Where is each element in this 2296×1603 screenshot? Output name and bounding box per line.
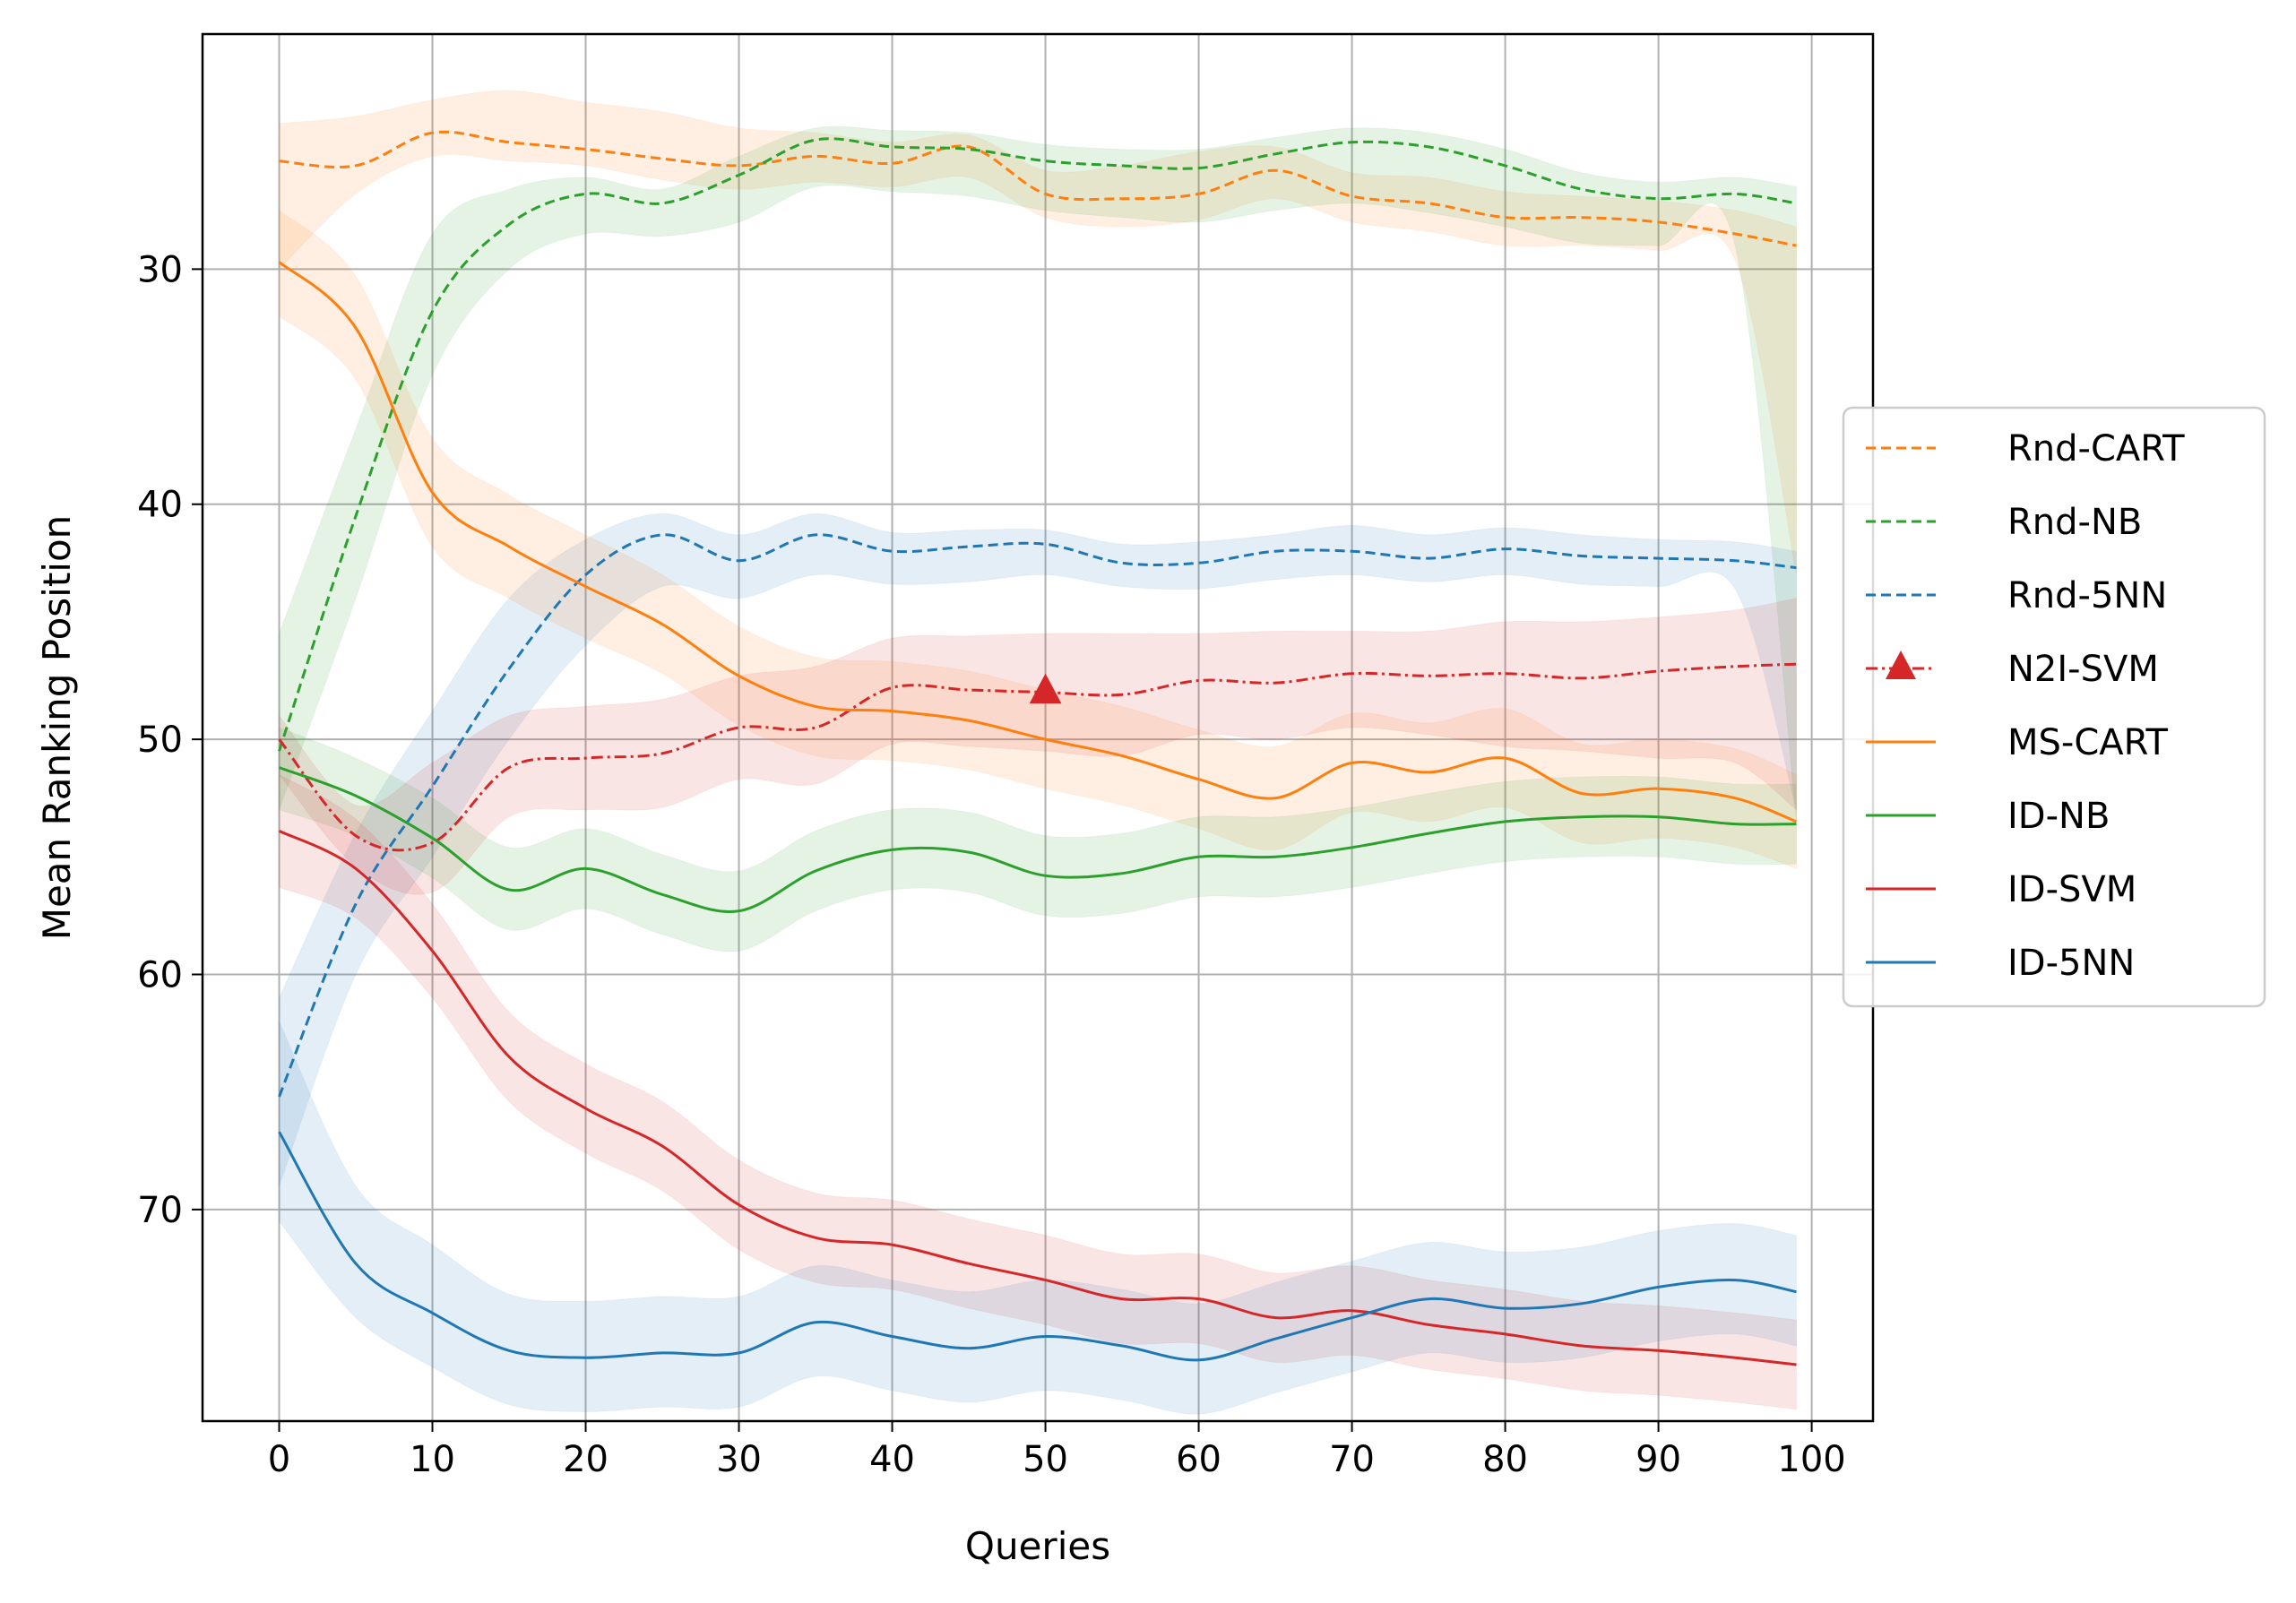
legend-label-rnd-nb: Rnd-NB <box>2007 502 2142 543</box>
legend-box <box>1842 406 2266 1008</box>
line-ms-cart <box>278 261 1798 823</box>
y-tick-label: 50 <box>137 720 183 761</box>
x-tick-label: 0 <box>268 1439 290 1480</box>
legend-label-rnd-cart: Rnd-CART <box>2007 428 2185 470</box>
line-n2i-svm <box>278 662 1797 852</box>
band-id-5nn <box>279 1021 1797 1415</box>
y-tick-label: 40 <box>137 485 183 526</box>
x-tick-label: 20 <box>563 1439 609 1480</box>
x-tick-label: 90 <box>1636 1439 1681 1480</box>
series-lines <box>278 130 1798 1366</box>
band-rnd-5nn <box>279 513 1797 1186</box>
legend-marker-n2i-svm <box>1886 651 1916 679</box>
band-rnd-cart <box>279 90 1797 575</box>
x-tick-label: 40 <box>869 1439 915 1480</box>
y-tick-label: 60 <box>137 954 183 995</box>
band-rnd-nb <box>279 125 1797 822</box>
x-axis-label: Queries <box>965 1524 1110 1568</box>
x-tick-label: 80 <box>1482 1439 1528 1480</box>
axis-ticks: 0 10 20 30 40 50 60 70 80 90 100 30 40 50 60 70 <box>137 249 1846 1480</box>
x-tick-label: 50 <box>1023 1439 1068 1480</box>
line-id-svm <box>278 830 1797 1366</box>
grid <box>203 34 1873 1421</box>
legend-label-n2i-svm: N2I-SVM <box>2007 649 2159 690</box>
legend-label-rnd-5nn: Rnd-5NN <box>2007 575 2167 616</box>
line-rnd-nb <box>278 137 1797 752</box>
y-axis-label: Mean Ranking Position <box>35 515 79 941</box>
legend-label-ms-cart: MS-CART <box>2007 722 2169 763</box>
marker-n2i-svm <box>1029 673 1062 704</box>
band-n2i-svm <box>279 598 1797 895</box>
y-tick-label: 70 <box>137 1190 183 1231</box>
band-id-svm <box>279 773 1797 1410</box>
legend-label-id-5nn: ID-5NN <box>2007 943 2135 984</box>
x-tick-label: 30 <box>716 1439 762 1480</box>
line-id-5nn <box>278 1131 1797 1362</box>
x-tick-label: 10 <box>410 1439 455 1480</box>
x-tick-label: 70 <box>1329 1439 1375 1480</box>
x-tick-label: 60 <box>1176 1439 1221 1480</box>
y-tick-label: 30 <box>137 249 183 290</box>
legend-label-id-svm: ID-SVM <box>2007 869 2136 910</box>
band-id-nb <box>279 727 1797 952</box>
legend: Rnd-CART Rnd-NB Rnd-5NN N2I-SVM MS-CART ID-NB… <box>1842 406 2266 1008</box>
line-id-nb <box>278 766 1797 913</box>
x-tick-label: 100 <box>1777 1439 1845 1480</box>
line-rnd-cart <box>279 130 1797 247</box>
legend-label-id-nb: ID-NB <box>2007 796 2110 837</box>
line-rnd-5nn <box>278 533 1797 1098</box>
